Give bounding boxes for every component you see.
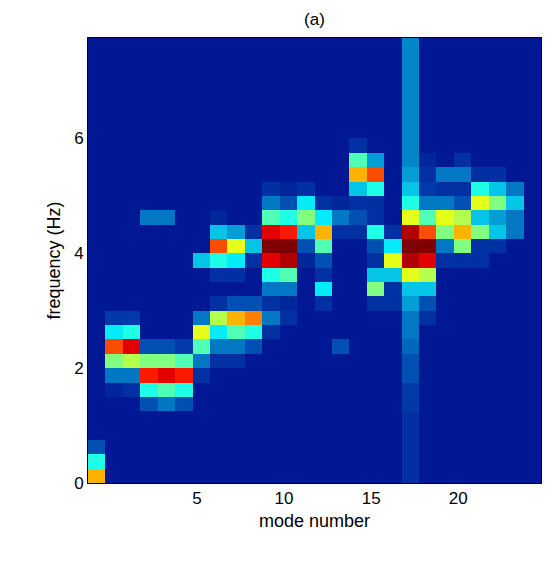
svg-text:6: 6 xyxy=(74,129,83,148)
svg-text:(a): (a) xyxy=(304,10,325,29)
svg-text:2: 2 xyxy=(74,359,83,378)
svg-text:frequency (Hz): frequency (Hz) xyxy=(44,201,64,319)
svg-text:4: 4 xyxy=(74,244,83,263)
svg-text:0: 0 xyxy=(74,474,83,493)
svg-text:15: 15 xyxy=(362,489,381,508)
svg-text:20: 20 xyxy=(449,489,468,508)
svg-text:mode number: mode number xyxy=(259,511,370,531)
svg-text:10: 10 xyxy=(275,489,294,508)
svg-text:5: 5 xyxy=(192,489,201,508)
